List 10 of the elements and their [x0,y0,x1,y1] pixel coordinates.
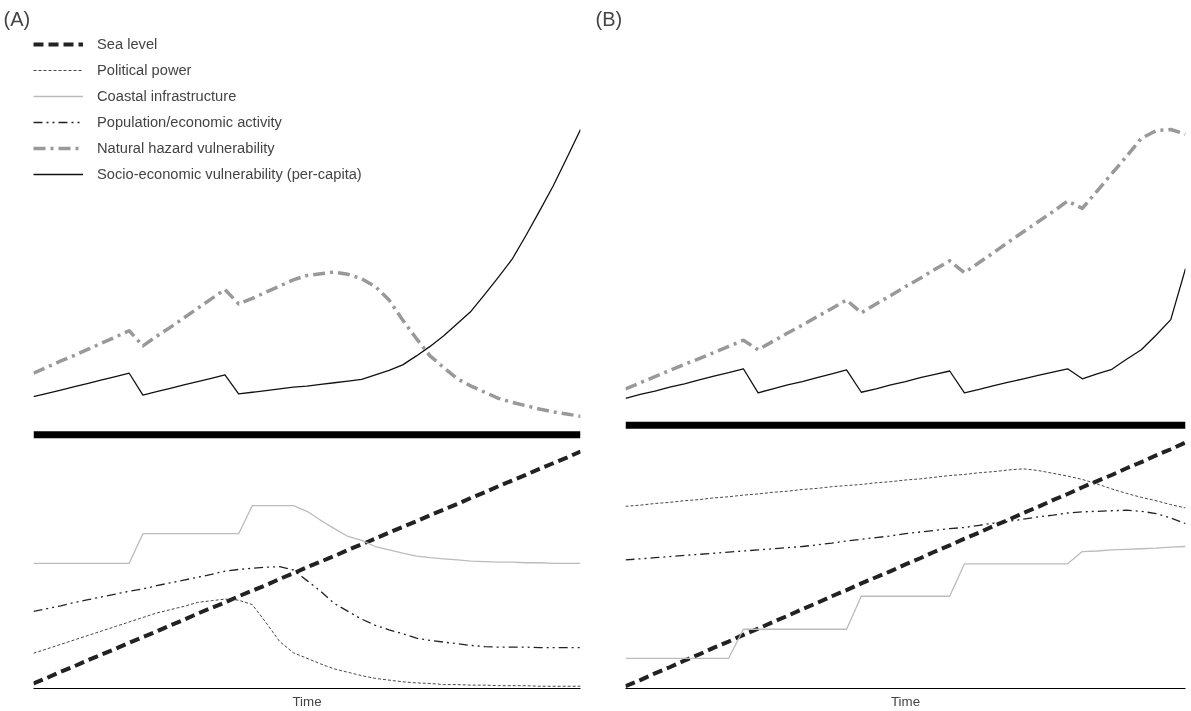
chart-title: (A) [3,7,31,30]
x-axis-title: Time [292,693,322,709]
legend-label: Socio-economic vulnerability (per-capita) [97,166,362,182]
legend-label: Natural hazard vulnerability [97,140,275,156]
x-axis-title: Time [890,693,921,709]
legend-label: Population/economic activity [97,114,282,130]
legend-label: Coastal infrastructure [97,88,237,104]
legend-label: Political power [97,62,192,78]
chart-title: (B) [595,7,623,30]
legend-label: Sea level [97,36,158,52]
